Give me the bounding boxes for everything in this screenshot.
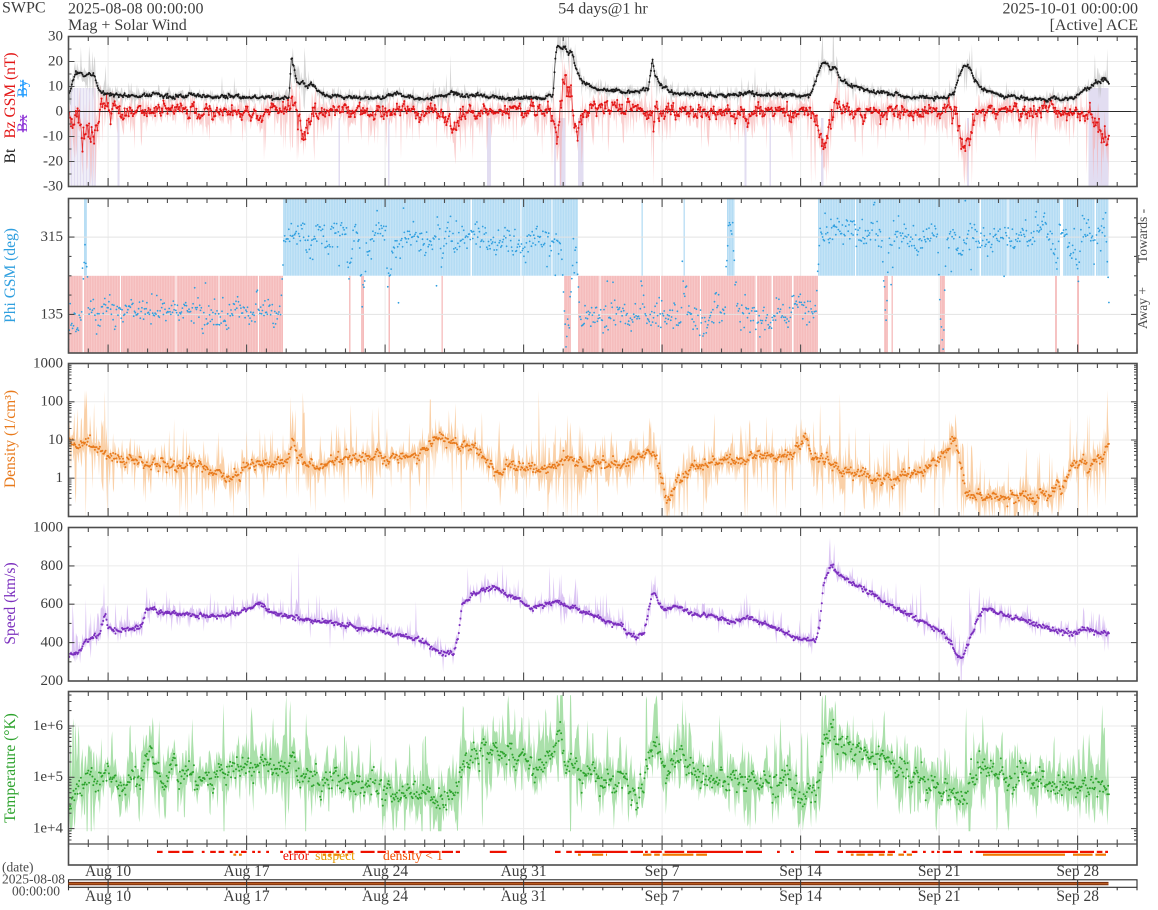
svg-text:-30: -30 [43,178,63,194]
svg-text:SWPC: SWPC [2,0,46,17]
svg-text:1: 1 [56,470,64,486]
svg-text:Aug 17: Aug 17 [224,863,270,880]
svg-text:By: By [15,79,31,97]
svg-text:10: 10 [48,432,63,448]
svg-text:Bt: Bt [2,148,19,163]
svg-text:2025-10-01 00:00:00: 2025-10-01 00:00:00 [1002,1,1138,18]
svg-text:Mag + Solar Wind: Mag + Solar Wind [68,17,187,34]
svg-text:00:00:00: 00:00:00 [12,884,60,899]
svg-text:suspect: suspect [315,848,355,863]
svg-text:0: 0 [56,103,64,119]
svg-text:54 days@1 hr: 54 days@1 hr [558,1,648,18]
svg-text:Aug 10: Aug 10 [85,888,131,905]
svg-text:Sep 28: Sep 28 [1056,888,1099,905]
svg-text:Phi GSM (deg): Phi GSM (deg) [2,228,19,323]
svg-text:200: 200 [41,673,64,689]
svg-text:Away +: Away + [1135,287,1150,329]
svg-text:Aug 31: Aug 31 [501,888,547,905]
svg-text:Bz GSM (nT): Bz GSM (nT) [2,52,19,138]
svg-text:100: 100 [41,394,64,410]
svg-text:Towards -: Towards - [1135,208,1150,263]
svg-text:[Active] ACE: [Active] ACE [1050,17,1138,34]
svg-text:Sep 7: Sep 7 [645,863,680,880]
svg-text:1e+6: 1e+6 [33,718,64,734]
svg-text:Aug 10: Aug 10 [85,863,131,880]
svg-text:Bx: Bx [15,114,31,132]
svg-text:1e+5: 1e+5 [33,769,63,785]
svg-text:Sep 14: Sep 14 [779,863,822,880]
svg-text:Sep 28: Sep 28 [1056,863,1099,880]
svg-text:800: 800 [41,558,64,574]
svg-text:Aug 17: Aug 17 [224,888,270,905]
svg-text:-10: -10 [43,128,63,144]
svg-text:Aug 24: Aug 24 [362,863,408,880]
svg-text:Density (1/cm³): Density (1/cm³) [2,390,19,488]
svg-text:Sep 21: Sep 21 [918,863,961,880]
svg-text:315: 315 [41,229,64,245]
svg-text:10: 10 [48,78,63,94]
svg-text:135: 135 [41,306,64,322]
svg-text:-20: -20 [43,153,63,169]
svg-text:20: 20 [48,53,63,69]
svg-text:400: 400 [41,635,64,651]
svg-text:Sep 21: Sep 21 [918,888,961,905]
svg-text:Temperature (°K): Temperature (°K) [2,713,19,823]
svg-text:Aug 24: Aug 24 [362,888,408,905]
svg-text:density < 1: density < 1 [383,848,443,863]
svg-text:2025-08-08: 2025-08-08 [2,872,65,887]
svg-text:Sep 14: Sep 14 [779,888,822,905]
svg-text:(date): (date) [2,860,33,875]
svg-text:Aug 31: Aug 31 [501,863,547,880]
svg-text:600: 600 [41,596,64,612]
svg-text:1e+4: 1e+4 [33,821,64,837]
svg-text:Speed (km/s): Speed (km/s) [2,562,19,644]
svg-text:Sep 7: Sep 7 [645,888,680,905]
svg-text:error: error [283,848,310,863]
svg-text:1000: 1000 [33,519,63,535]
svg-text:1000: 1000 [33,355,63,371]
svg-text:2025-08-08 00:00:00: 2025-08-08 00:00:00 [68,1,204,18]
svg-text:30: 30 [48,28,63,44]
